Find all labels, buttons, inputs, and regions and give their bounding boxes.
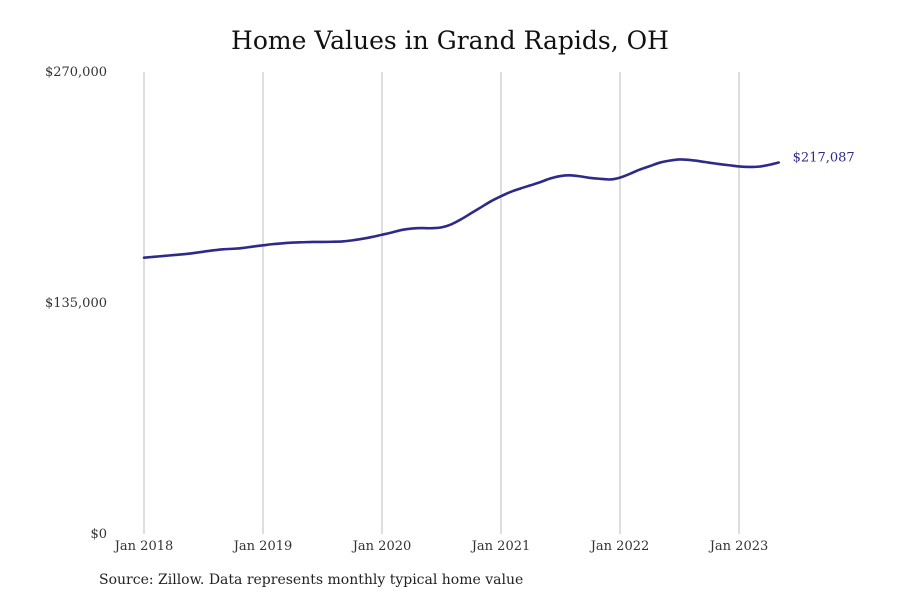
end-value-label: $217,087: [793, 151, 855, 166]
x-tick-label: Jan 2023: [708, 539, 769, 554]
y-tick-label: $0: [90, 527, 107, 542]
y-tick-label: $270,000: [45, 65, 107, 80]
x-tick-label: Jan 2022: [589, 539, 650, 554]
x-tick-label: Jan 2020: [351, 539, 412, 554]
chart-title: Home Values in Grand Rapids, OH: [231, 26, 669, 55]
source-note: Source: Zillow. Data represents monthly …: [99, 572, 524, 588]
x-tick-label: Jan 2019: [232, 539, 293, 554]
x-tick-label: Jan 2018: [113, 539, 174, 554]
x-tick-label: Jan 2021: [470, 539, 531, 554]
series-line: [142, 158, 780, 259]
y-tick-label: $135,000: [45, 296, 107, 311]
